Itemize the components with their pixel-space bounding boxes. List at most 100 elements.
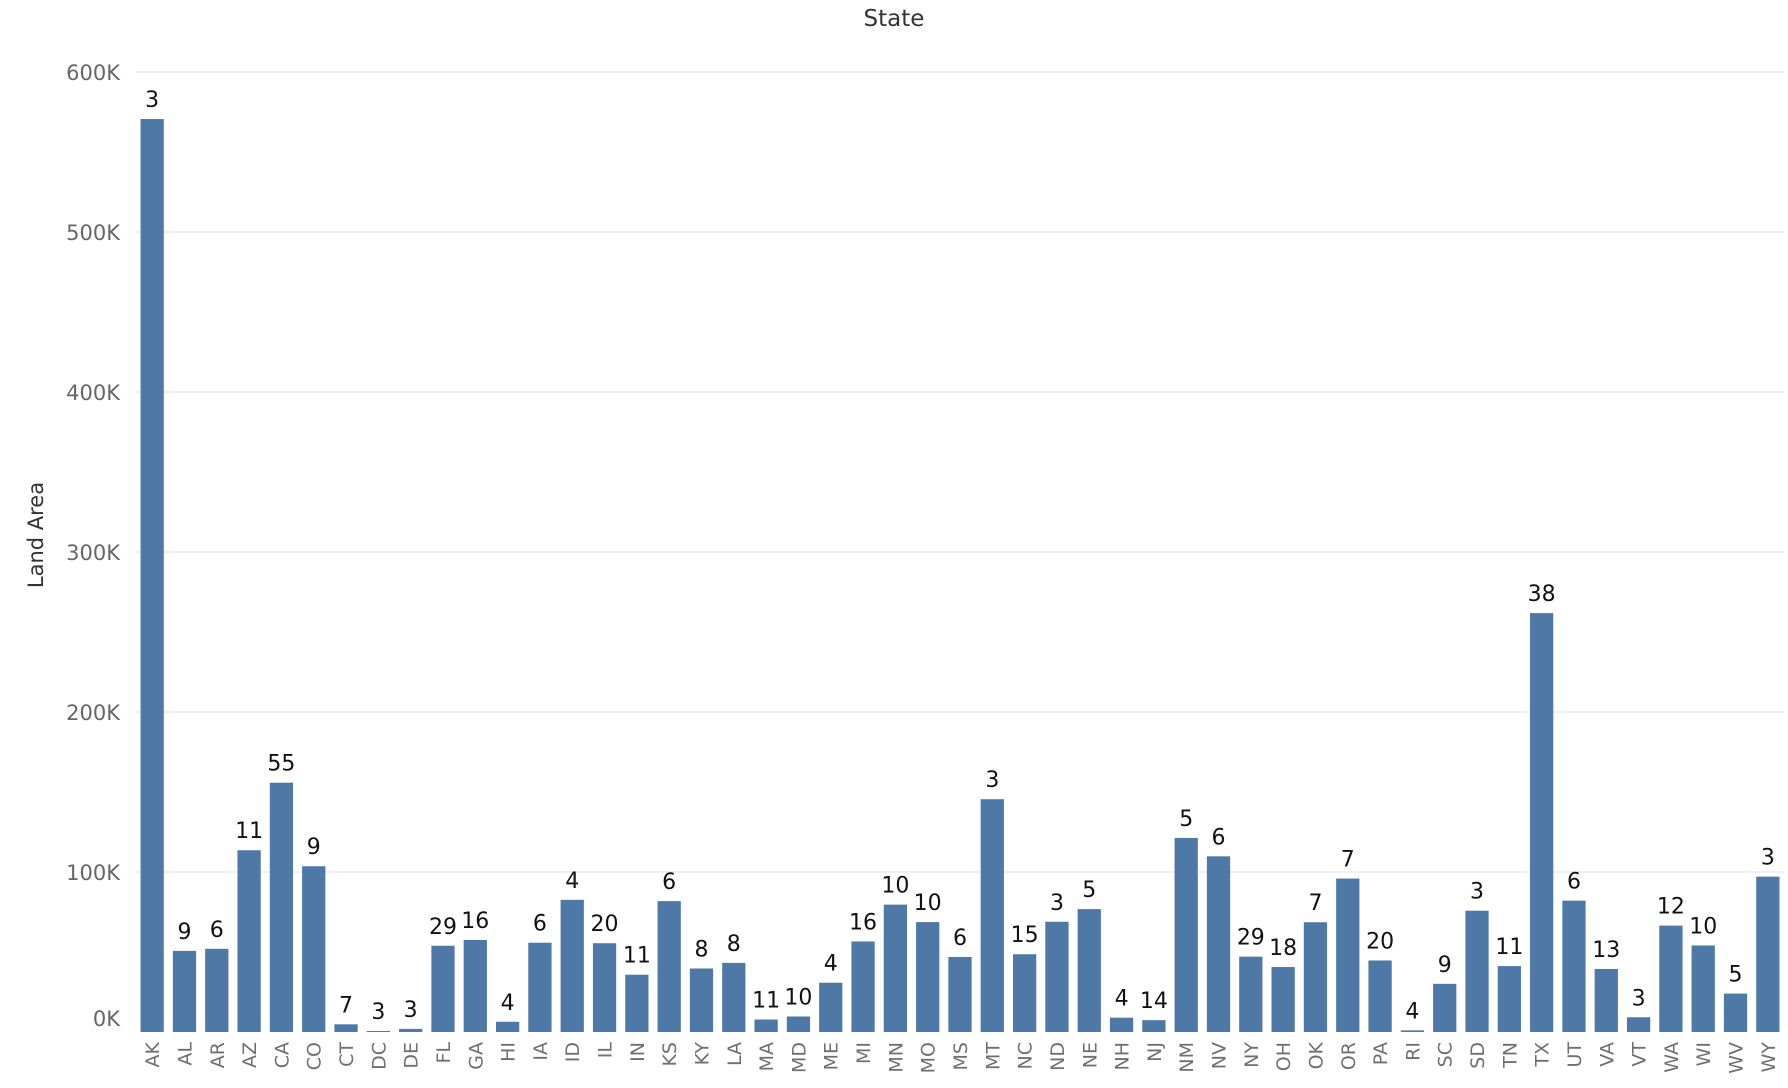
x-tick-label: SC bbox=[1435, 1042, 1457, 1067]
x-tick-label: NM bbox=[1176, 1042, 1198, 1073]
bar-ia bbox=[528, 942, 552, 1032]
x-tick-label: RI bbox=[1402, 1042, 1424, 1061]
bar-nd bbox=[1045, 921, 1069, 1032]
data-label: 5 bbox=[1179, 807, 1193, 832]
x-tick-label: SD bbox=[1467, 1042, 1489, 1069]
x-tick-label: CO bbox=[304, 1042, 326, 1070]
bar-mi bbox=[851, 941, 875, 1032]
bars bbox=[140, 119, 1780, 1033]
bar-hi bbox=[495, 1021, 520, 1032]
x-tick-label: NY bbox=[1241, 1042, 1263, 1068]
bar-va bbox=[1594, 968, 1618, 1032]
data-label: 16 bbox=[849, 910, 877, 935]
data-label: 3 bbox=[985, 768, 999, 793]
bar-md bbox=[786, 1016, 811, 1032]
data-label: 4 bbox=[824, 952, 838, 977]
data-label: 16 bbox=[461, 909, 489, 934]
data-label: 3 bbox=[404, 998, 418, 1023]
x-tick-label: MD bbox=[788, 1042, 810, 1073]
bar-ks bbox=[657, 901, 681, 1032]
bar-ak bbox=[140, 119, 164, 1033]
data-label: 4 bbox=[1405, 999, 1419, 1024]
bar-mt bbox=[980, 799, 1004, 1032]
bar-dc bbox=[366, 1031, 390, 1032]
bar-ny bbox=[1239, 956, 1263, 1032]
x-tick-label: LA bbox=[724, 1042, 746, 1066]
bar-ms bbox=[948, 956, 972, 1032]
x-tick-label: TN bbox=[1499, 1042, 1521, 1069]
data-label: 6 bbox=[662, 870, 676, 895]
data-label: 7 bbox=[339, 993, 353, 1018]
x-tick-label: WV bbox=[1726, 1042, 1748, 1074]
bar-in bbox=[625, 974, 649, 1032]
data-label: 3 bbox=[1050, 891, 1064, 916]
bar-oh bbox=[1271, 967, 1295, 1032]
bar-tx bbox=[1530, 613, 1554, 1032]
data-label: 13 bbox=[1592, 938, 1620, 963]
bar-mo bbox=[916, 922, 940, 1032]
data-label: 14 bbox=[1140, 989, 1168, 1014]
data-label: 6 bbox=[1567, 870, 1581, 895]
y-tick-label: 600K bbox=[66, 61, 121, 85]
y-tick-label: 500K bbox=[66, 221, 121, 245]
bar-pa bbox=[1368, 960, 1392, 1032]
data-label: 11 bbox=[752, 989, 780, 1014]
data-label: 11 bbox=[235, 819, 263, 844]
x-tick-label: DC bbox=[368, 1042, 390, 1070]
bar-wy bbox=[1756, 876, 1780, 1032]
x-tick-label: WI bbox=[1693, 1042, 1715, 1066]
x-tick-label: HI bbox=[498, 1042, 520, 1062]
x-tick-label: VT bbox=[1629, 1042, 1651, 1067]
data-label: 10 bbox=[881, 874, 909, 899]
bar-nv bbox=[1206, 856, 1231, 1032]
data-label: 6 bbox=[953, 926, 967, 951]
x-tick-label: AZ bbox=[239, 1042, 261, 1068]
data-label: 18 bbox=[1269, 936, 1297, 961]
bar-ct bbox=[334, 1024, 358, 1032]
data-label: 4 bbox=[565, 869, 579, 894]
bar-nh bbox=[1109, 1017, 1134, 1032]
x-tick-label: NJ bbox=[1144, 1042, 1166, 1062]
bar-ma bbox=[754, 1019, 778, 1032]
x-tick-label: MN bbox=[885, 1042, 907, 1073]
bar-ky bbox=[689, 968, 714, 1032]
data-label: 20 bbox=[591, 912, 619, 937]
bar-az bbox=[237, 850, 261, 1032]
chart-title: State bbox=[863, 6, 925, 32]
data-label: 29 bbox=[429, 915, 457, 940]
data-label: 3 bbox=[371, 1000, 385, 1025]
data-label: 8 bbox=[727, 932, 741, 957]
data-label: 4 bbox=[1115, 987, 1129, 1012]
bar-ca bbox=[269, 782, 294, 1032]
bar-id bbox=[560, 899, 584, 1032]
data-label: 6 bbox=[533, 912, 547, 937]
y-tick-label: 200K bbox=[66, 701, 121, 725]
bar-nc bbox=[1012, 954, 1037, 1032]
data-label: 10 bbox=[914, 891, 942, 916]
y-tick-label: 400K bbox=[66, 381, 121, 405]
bar-ga bbox=[463, 940, 487, 1032]
bar-me bbox=[819, 982, 843, 1032]
bar-sc bbox=[1433, 983, 1457, 1032]
data-label: 29 bbox=[1237, 926, 1265, 951]
x-tick-label: KY bbox=[691, 1042, 713, 1066]
x-tick-label: NE bbox=[1079, 1042, 1101, 1068]
x-tick-label: IL bbox=[595, 1042, 617, 1059]
data-label: 7 bbox=[1308, 891, 1322, 916]
data-label: 15 bbox=[1011, 923, 1039, 948]
bar-ar bbox=[205, 948, 229, 1032]
data-label: 3 bbox=[1761, 846, 1775, 871]
data-label: 55 bbox=[267, 752, 295, 777]
bar-fl bbox=[431, 945, 455, 1032]
x-tick-label: NV bbox=[1209, 1042, 1231, 1069]
x-tick-label: MA bbox=[756, 1042, 778, 1071]
x-tick-label: MT bbox=[982, 1042, 1004, 1070]
data-label: 9 bbox=[1438, 953, 1452, 978]
bar-sd bbox=[1465, 910, 1489, 1032]
x-tick-label: IA bbox=[530, 1042, 552, 1061]
data-label: 8 bbox=[694, 937, 708, 962]
bar-co bbox=[302, 866, 326, 1032]
bar-ok bbox=[1303, 922, 1328, 1032]
data-label: 38 bbox=[1528, 582, 1556, 607]
